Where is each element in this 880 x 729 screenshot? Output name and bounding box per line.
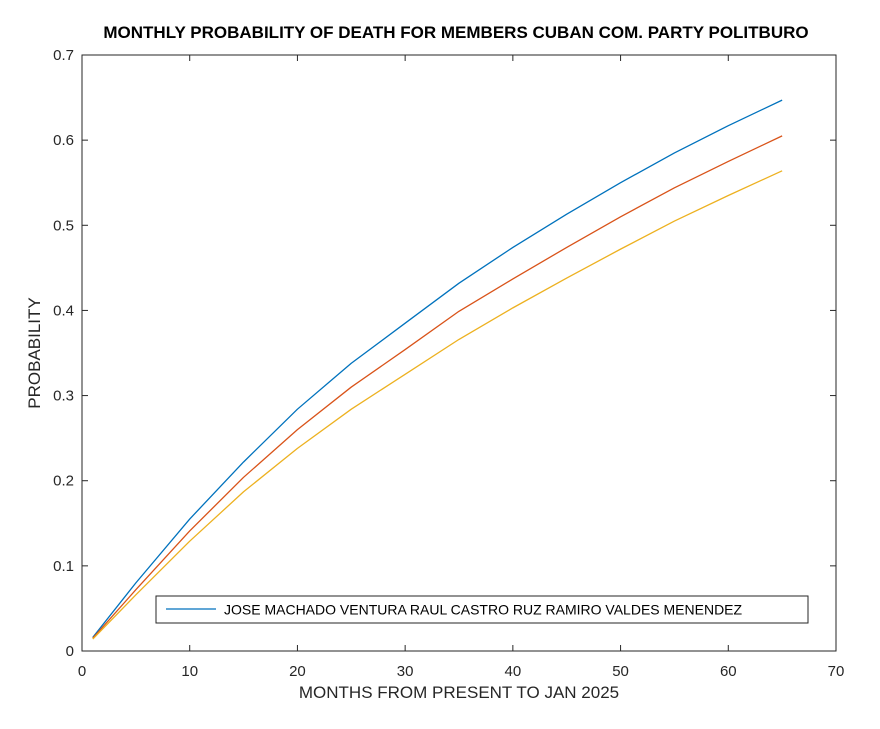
x-tick-label: 20 (289, 663, 306, 680)
series-line-1 (92, 99, 783, 638)
legend: JOSE MACHADO VENTURA RAUL CASTRO RUZ RAM… (155, 595, 809, 624)
x-tick-label: 30 (397, 663, 414, 680)
y-tick-label: 0 (66, 643, 74, 660)
x-tick-label: 70 (828, 663, 845, 680)
legend-box (155, 595, 809, 624)
x-axis-label: MONTHS FROM PRESENT TO JAN 2025 (299, 683, 619, 702)
y-tick-label: 0.7 (53, 47, 74, 64)
legend-entry-label: JOSE MACHADO VENTURA RAUL CASTRO RUZ RAM… (224, 602, 743, 618)
y-tick-label: 0.1 (53, 558, 74, 575)
axis-ticks: 0 10 20 30 40 50 60 70 0 0.1 0.2 0.3 0.4 0.5 0.6 0.7 (53, 47, 844, 680)
y-tick-label: 0.5 (53, 217, 74, 234)
y-axis-label: PROBABILITY (25, 297, 44, 408)
y-tick-label: 0.4 (53, 302, 74, 319)
y-tick-label: 0.6 (53, 132, 74, 149)
y-tick-label: 0.2 (53, 473, 74, 490)
y-tick-label: 0.3 (53, 388, 74, 405)
x-tick-label: 60 (720, 663, 737, 680)
series-lines (92, 99, 783, 640)
x-tick-label: 50 (612, 663, 629, 680)
x-tick-label: 10 (181, 663, 198, 680)
x-tick-label: 0 (78, 663, 86, 680)
series-line-3 (92, 170, 783, 640)
plot-area (81, 54, 837, 652)
chart-title: MONTHLY PROBABILITY OF DEATH FOR MEMBERS… (103, 23, 808, 42)
x-tick-label: 40 (505, 663, 522, 680)
series-line-2 (92, 135, 783, 639)
